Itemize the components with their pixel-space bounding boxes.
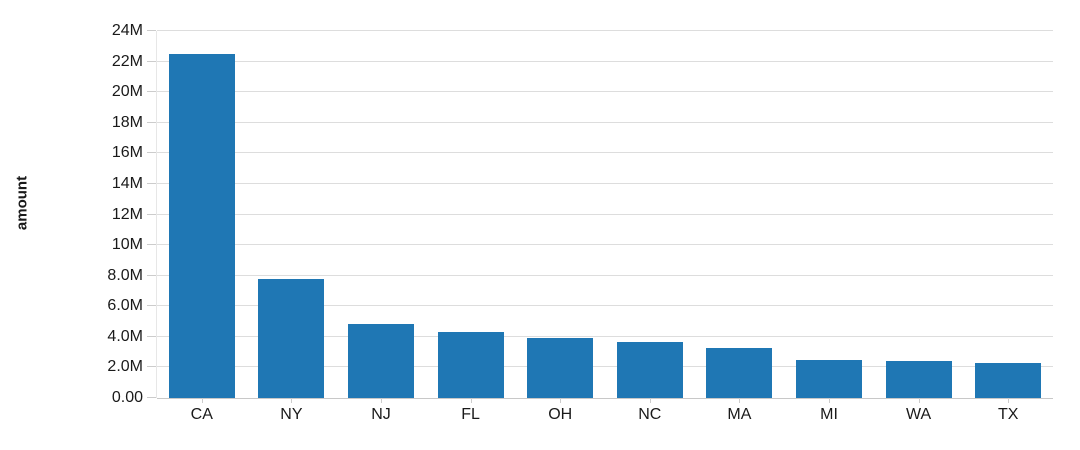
- y-axis-tick: [147, 121, 156, 123]
- bar-wa[interactable]: [885, 360, 952, 398]
- x-axis-tick-label: NJ: [371, 406, 391, 423]
- x-axis-tick-label: NC: [638, 406, 662, 423]
- y-axis-tick: [147, 91, 156, 93]
- gridline: [157, 305, 1053, 307]
- bar-oh[interactable]: [527, 338, 594, 398]
- y-axis-tick-label: 2.0M: [107, 358, 143, 376]
- y-axis-title: amount: [13, 175, 31, 231]
- x-axis-tick: [201, 398, 203, 403]
- gridline: [157, 60, 1053, 62]
- gridline: [157, 213, 1053, 215]
- x-axis-tick: [739, 398, 741, 403]
- y-axis-tick: [147, 244, 156, 246]
- x-axis-tick-label: OH: [548, 406, 573, 423]
- gridline: [157, 152, 1053, 154]
- y-axis-tick-label: 4.0M: [107, 327, 143, 345]
- y-axis-line: [156, 31, 157, 398]
- y-axis-tick-label: 16M: [111, 144, 143, 162]
- y-axis-tick: [147, 30, 156, 31]
- x-axis-tick: [1008, 398, 1010, 403]
- x-axis-tick-label: CA: [190, 406, 213, 423]
- bar-ma[interactable]: [706, 348, 773, 398]
- y-axis-tick-label: 0.00: [111, 389, 143, 406]
- bar-tx[interactable]: [975, 362, 1042, 398]
- gridline: [157, 121, 1053, 123]
- x-axis-tick-label: FL: [461, 406, 480, 423]
- y-axis-tick: [147, 335, 156, 337]
- x-axis-tick-label: WA: [906, 406, 932, 423]
- y-axis-tick-label: 24M: [111, 22, 143, 39]
- x-axis-tick: [381, 398, 382, 403]
- y-axis-tick-label: 22M: [111, 52, 143, 70]
- x-axis-tick-label: MI: [820, 406, 838, 423]
- y-axis-tick-label: 20M: [111, 83, 143, 101]
- gridline: [157, 366, 1053, 368]
- gridline: [157, 182, 1053, 184]
- x-axis-tick: [649, 398, 651, 403]
- y-axis-tick: [147, 397, 156, 398]
- gridline: [157, 274, 1053, 276]
- y-axis-tick: [147, 305, 156, 307]
- bar-nc[interactable]: [616, 342, 683, 398]
- y-axis-tick-label: 6.0M: [107, 297, 143, 315]
- x-axis-tick: [918, 398, 920, 403]
- x-axis-tick: [560, 398, 562, 403]
- y-axis-tick: [147, 60, 156, 62]
- gridline: [157, 91, 1053, 93]
- x-axis-tick-label: TX: [997, 406, 1019, 423]
- y-axis-tick-label: 8.0M: [107, 266, 143, 284]
- bar-ny[interactable]: [258, 278, 325, 398]
- x-axis-tick: [829, 398, 830, 403]
- gridline: [157, 244, 1053, 246]
- y-axis-tick-label: 14M: [111, 174, 143, 192]
- x-axis-tick-label: MA: [727, 406, 752, 423]
- bar-ca[interactable]: [168, 53, 235, 398]
- y-axis-tick: [147, 274, 156, 276]
- y-axis-tick-label: 18M: [111, 113, 143, 131]
- plot-area: 0.00 2.0M 4.0M 6.0M 8.0M 10M 12M 14M 16M 18M 20M 22…: [107, 22, 1053, 423]
- y-axis-tick: [147, 366, 156, 368]
- x-axis-tick-label: NY: [280, 406, 303, 423]
- x-axis-tick: [470, 398, 472, 403]
- y-axis-tick: [147, 213, 156, 215]
- y-axis-tick: [147, 182, 156, 184]
- y-axis-tick-label: 12M: [111, 205, 143, 223]
- x-axis-tick: [291, 398, 293, 403]
- y-axis-tick-label: 10M: [111, 236, 143, 254]
- gridline: [157, 30, 1053, 31]
- x-axis-line: [157, 398, 1053, 399]
- gridline: [157, 335, 1053, 337]
- bar-nj[interactable]: [348, 323, 414, 398]
- y-axis-tick: [147, 152, 156, 154]
- bar-mi[interactable]: [796, 359, 862, 398]
- bar-fl[interactable]: [437, 332, 504, 398]
